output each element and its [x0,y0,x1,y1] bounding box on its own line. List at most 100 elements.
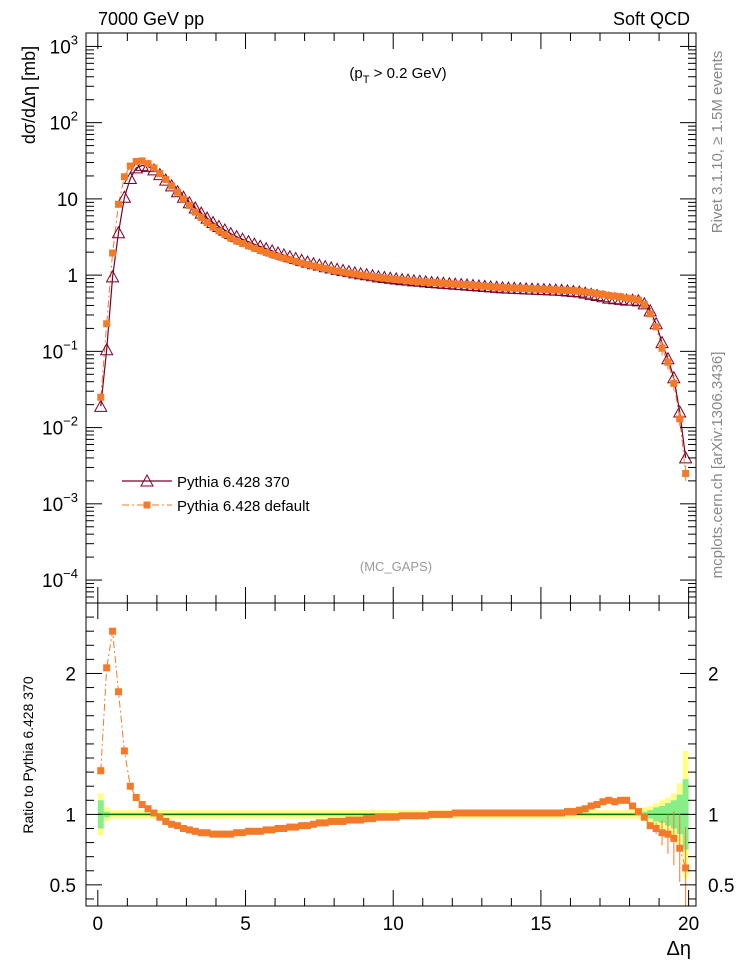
main-ytick-label-base: 10 [57,190,78,211]
series-default-point [658,344,666,352]
ratio-xtick-label: 15 [530,914,551,935]
series-default-point [575,287,583,295]
series-default-point [493,283,501,291]
series-default-point [581,288,589,296]
main-ytick-label-base: 10 [42,342,63,363]
main-ytick-label-base: 1 [67,266,78,287]
series-default-point [321,265,329,273]
ratio-point [522,809,530,817]
series-370-point [93,399,108,412]
series-default-point [250,244,258,252]
series-default-point [623,294,631,302]
series-default-point [179,195,187,203]
ratio-point [168,820,176,828]
ratio-point [274,824,282,832]
ratio-xtick-label: 5 [240,914,251,935]
ratio-point [339,817,347,825]
series-default-point [168,182,176,190]
ratio-point [215,830,223,838]
ratio-point [203,829,211,837]
series-default-point [345,269,353,277]
series-default-point [174,188,182,196]
ratio-point [451,809,459,817]
series-default-point [103,320,111,328]
ratio-frame [85,602,697,907]
ratio-point [457,809,465,817]
watermark: (MC_GAPS) [360,559,432,574]
series-default-point [445,280,453,288]
series-default-point [522,285,530,293]
ratio-point [357,816,365,824]
series-default-point [386,275,394,283]
main-ytick-label: 1 [67,266,78,287]
series-default-point [534,285,542,293]
main-ytick-label: 10−1 [42,337,78,363]
series-default-point [587,289,595,297]
series-default-point [451,280,459,288]
series-default-point [481,282,489,290]
ratio-point [617,796,625,804]
header-right: Soft QCD [613,9,690,29]
series-default-point [286,256,294,264]
ratio-point [221,830,229,838]
legend-marker-370 [140,473,154,487]
ratio-point [499,809,507,817]
series-370-line [100,164,687,458]
ratio-point [439,810,447,818]
ratio-point [191,827,199,835]
series-default-point [640,301,648,309]
series-370-point [111,225,126,239]
series-default-point [457,280,465,288]
ratio-point [422,812,430,820]
ratio-point [534,809,542,817]
series-default-point [434,279,442,287]
ratio-point [351,816,359,824]
ratio-point [138,801,146,809]
series-default-point [552,286,560,294]
cut-label-suffix: > 0.2 GeV) [369,65,446,82]
ratio-xtick-label: 0 [93,914,104,935]
series-default-point [239,239,247,247]
main-ytick-label: 10−4 [42,566,78,592]
main-ytick-label-exp: −4 [63,566,78,581]
ratio-point [410,812,418,820]
series-default-point [428,279,436,287]
series-default-point [209,223,217,231]
main-ytick-label-exp: −1 [63,337,78,352]
main-frame [85,32,697,604]
ratio-point [575,806,583,814]
series-default-point [138,157,146,165]
ratio-point [309,820,317,828]
series-default-point [599,290,607,298]
ratio-point [280,824,288,832]
legend: Pythia 6.428 370 Pythia 6.428 default [122,473,310,515]
series-default-point [215,227,223,235]
ratio-point [605,796,613,804]
ratio-point [658,829,666,837]
series-default-point [416,278,424,286]
ratio-point [469,809,477,817]
ratio-point [487,809,495,817]
ratio-point [162,817,170,825]
ratio-point [599,798,607,806]
series-default-point [374,274,382,282]
series-default-point [339,268,347,276]
ratio-point [244,827,252,835]
series-default-point [280,254,288,262]
series-370-point [105,269,120,283]
ratio-point [174,822,182,830]
series-default-point [380,274,388,282]
legend-label-370: Pythia 6.428 370 [177,474,290,491]
ratio-ytick-label: 2 [65,664,76,685]
series-370-point [99,342,114,356]
ratio-point [463,809,471,817]
series-default-point [392,276,400,284]
ratio-point [120,747,128,755]
series-default-point [664,358,672,366]
ratio-xtick-label: 20 [678,914,699,935]
series-default-point [593,290,601,298]
series-default-point [404,277,412,285]
series-default-point [646,310,654,318]
series-default-point [109,249,117,257]
